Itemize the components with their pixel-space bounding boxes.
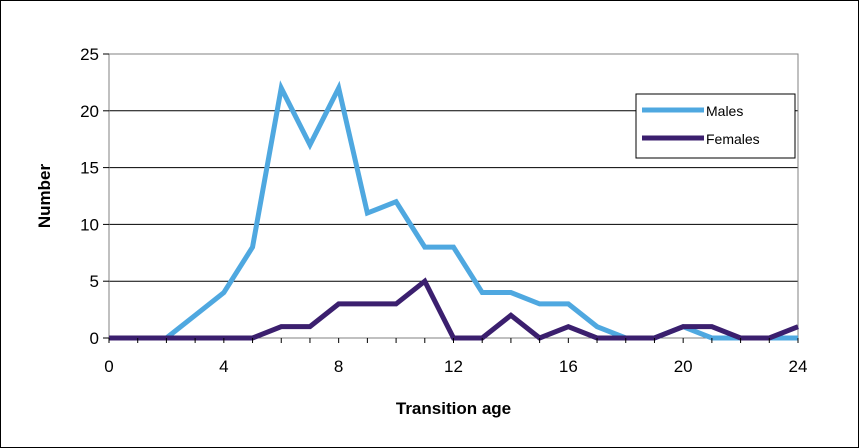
x-tick-label: 12 xyxy=(444,357,463,376)
x-tick-label: 20 xyxy=(674,357,693,376)
legend-label-females: Females xyxy=(706,131,760,147)
x-tick-label: 4 xyxy=(219,357,228,376)
x-tick-label: 16 xyxy=(559,357,578,376)
y-tick-label: 15 xyxy=(80,159,99,178)
x-tick-label: 8 xyxy=(334,357,343,376)
x-tick-label: 24 xyxy=(789,357,808,376)
legend-label-males: Males xyxy=(706,103,743,119)
tick-labels: 0 5 10 15 20 25 0 4 8 12 16 20 24 xyxy=(80,45,807,376)
y-tick-label: 5 xyxy=(90,272,99,291)
y-axis-title: Number xyxy=(35,164,54,229)
x-tick-label: 0 xyxy=(104,357,113,376)
legend-box xyxy=(635,93,796,159)
legend: Males Females xyxy=(635,93,796,159)
y-tick-label: 25 xyxy=(80,45,99,64)
x-axis-title: Transition age xyxy=(396,399,511,418)
y-tick-label: 10 xyxy=(80,215,99,234)
y-tick-label: 20 xyxy=(80,102,99,121)
y-tick-label: 0 xyxy=(90,329,99,348)
